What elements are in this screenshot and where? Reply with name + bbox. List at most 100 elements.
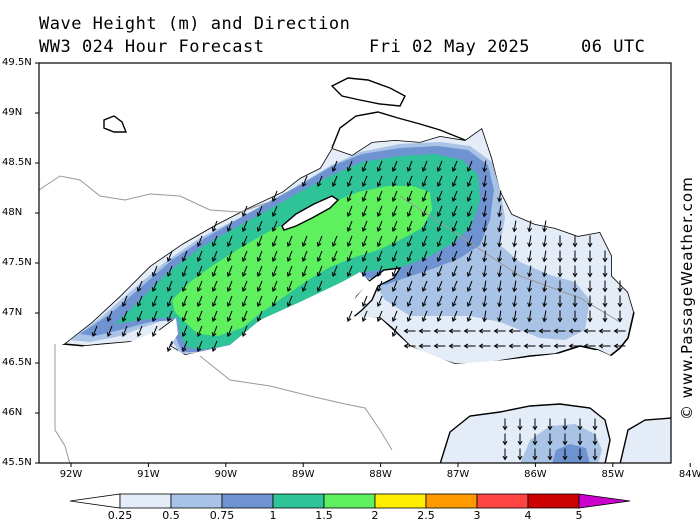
wave-arrow [562,448,568,461]
wave-arrow [391,160,398,173]
wave-arrow [406,265,413,278]
map-title: Wave Height (m) and Direction [39,14,351,34]
wave-arrow [527,295,533,308]
wave-arrow [376,220,383,233]
wave-arrow [451,310,458,323]
wave-arrow [391,265,398,278]
wave-arrow [301,175,308,188]
wave-arrow [527,250,533,263]
wave-arrow [301,280,308,293]
wave-arrow [587,295,593,308]
small-lake-north [103,115,128,133]
colorbar-segment [323,493,376,509]
wave-arrow [301,265,308,278]
wave-arrow [482,295,488,308]
colorbar-label: 0.75 [209,509,235,522]
wave-arrow [316,235,323,248]
wave-arrow [361,205,368,218]
longitude-label: 86W [524,469,547,480]
wave-arrow [482,310,488,323]
wave-arrow [451,190,458,203]
wave-arrow [433,328,446,334]
wave-arrow [542,250,548,263]
wave-arrow [241,295,248,308]
wave-arrow [572,265,578,278]
wave-arrow [211,310,218,323]
wave-arrow [523,343,536,349]
wave-arrow [517,433,523,446]
wave-arrow [211,325,218,338]
wave-arrow [361,265,368,278]
longitude-label: 90W [214,469,238,480]
wave-arrow [502,418,508,431]
wave-arrow [256,265,263,278]
wave-arrow [271,265,278,278]
wave-arrow [241,310,248,323]
wave-arrow [478,343,491,349]
latitude-label: 46.5N [2,357,32,368]
wave-arrow [466,205,473,218]
wave-arrow [106,310,113,323]
wave-arrow [508,343,521,349]
wave-arrow [557,250,563,263]
wave-arrow [256,295,263,308]
wave-arrow [466,160,473,173]
wave-arrow [451,250,458,263]
wave-arrow [542,280,548,293]
colorbar-label: 2 [371,509,379,522]
wave-arrow [196,280,203,293]
wave-arrow [211,295,218,308]
wave-arrow [557,310,563,323]
wave-arrow [406,235,413,248]
wave-arrow [376,280,383,293]
forecast-label: WW3 024 Hour Forecast [39,37,265,57]
wave-arrow [542,295,548,308]
wave-arrow [538,328,551,334]
wave-arrow [226,220,233,233]
wave-arrow [136,310,143,323]
wave-arrow [346,160,353,173]
wave-arrow [482,265,488,278]
wave-arrow [376,190,383,203]
wave-arrow [403,343,416,349]
wave-arrow [391,325,398,338]
wave-arrow [482,160,488,173]
isle-royale [281,195,340,231]
wave-arrow [512,295,518,308]
wave-arrow [241,205,248,218]
wave-arrow [436,175,443,188]
wave-arrow [502,433,508,446]
wave-arrow [211,250,218,263]
wave-arrow [421,265,428,278]
wave-arrow [346,220,353,233]
wave-arrow [166,250,173,263]
wave-arrow [376,295,383,308]
wave-arrow [406,295,413,308]
wave-arrow [587,235,593,248]
wave-arrow [512,250,518,263]
colorbar-min-arrow [69,493,121,509]
longitude-label: 89W [291,469,315,480]
wave-arrow [256,235,263,248]
wave-arrow [436,235,443,248]
wave-arrow [436,295,443,308]
wave-arrow [572,295,578,308]
wave-arrow [587,280,593,293]
wave-arrow [271,295,278,308]
wave-arrow [466,190,473,203]
wave-arrow [181,250,188,263]
colorbar-segment [425,493,478,509]
colorbar-label: 1 [269,509,277,522]
wave-arrow [568,343,581,349]
wave-arrow [502,448,508,461]
wave-arrow [151,325,158,338]
wave-arrow [512,220,518,233]
colorbar-segment [374,493,427,509]
wave-arrow [482,280,488,293]
wave-arrow [497,190,503,203]
wave-arrow [316,280,323,293]
wave-arrow [602,295,608,308]
wave-arrow [166,310,173,323]
wave-arrow [436,220,443,233]
wave-arrow [466,250,473,263]
